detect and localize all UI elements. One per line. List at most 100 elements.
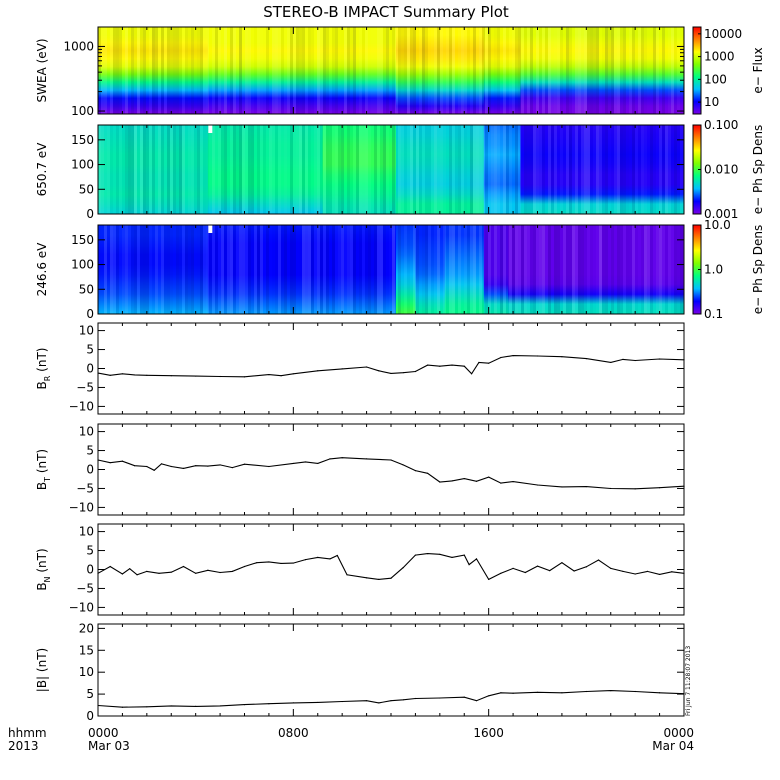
spectrogram-texture xyxy=(101,27,104,114)
y-tick-label: 10 xyxy=(79,425,94,439)
data-point xyxy=(346,574,348,576)
spectrogram-texture xyxy=(449,27,452,114)
spectrogram-texture xyxy=(593,125,596,214)
spectrogram-texture xyxy=(362,27,365,114)
y-tick-label: 50 xyxy=(79,282,94,296)
spectrogram-texture xyxy=(296,125,299,214)
spectrogram-texture xyxy=(353,125,356,214)
spectrogram-texture xyxy=(392,125,395,214)
spectrogram-texture xyxy=(566,225,569,314)
data-point xyxy=(219,375,221,378)
data-point xyxy=(243,463,246,465)
spectrogram-texture xyxy=(170,27,173,114)
spectrogram-texture xyxy=(545,225,548,314)
spectrogram-texture xyxy=(125,225,128,314)
data-point xyxy=(488,578,490,580)
plot-title: STEREO-B IMPACT Summary Plot xyxy=(263,3,509,21)
spectrogram-texture xyxy=(167,125,170,214)
data-point xyxy=(646,570,648,572)
spectrogram-texture xyxy=(242,27,245,114)
spectrogram-texture xyxy=(599,27,602,114)
y-tick-label: 10 xyxy=(79,324,94,338)
spectrogram-texture xyxy=(551,225,554,314)
spectrogram-texture xyxy=(200,27,203,114)
data-point xyxy=(439,553,441,555)
spectrogram-segment xyxy=(98,225,209,314)
data-point xyxy=(610,361,612,364)
data-point xyxy=(671,571,673,573)
data-point xyxy=(256,562,258,564)
data-point xyxy=(134,374,136,376)
spectrogram-texture xyxy=(404,27,407,114)
spectrogram-texture xyxy=(440,27,443,114)
spectrogram-texture xyxy=(527,225,530,314)
spectrogram-texture xyxy=(443,27,446,114)
data-point xyxy=(109,462,111,464)
data-point xyxy=(170,571,172,573)
colorbar-tick-label: 1.0 xyxy=(704,263,723,277)
spectrogram-texture xyxy=(167,27,170,114)
data-point xyxy=(427,364,429,366)
spectrogram-texture xyxy=(623,125,626,214)
spectrogram-texture xyxy=(629,27,632,114)
spectrogram-texture xyxy=(680,125,683,214)
spectrogram-texture xyxy=(437,125,440,214)
spectrogram-texture xyxy=(527,27,530,114)
data-point xyxy=(268,373,270,376)
spectrogram-texture xyxy=(302,225,305,314)
spectrogram-texture xyxy=(638,125,641,214)
spectrogram-texture xyxy=(620,125,623,214)
spectrogram-texture xyxy=(419,27,422,114)
spectrogram-texture xyxy=(197,27,200,114)
panel-frame xyxy=(97,423,685,516)
spectrogram-texture xyxy=(320,225,323,314)
colorbar-tick-label: 100 xyxy=(704,72,727,86)
spectrogram-texture xyxy=(230,27,233,114)
spectrogram-texture xyxy=(362,125,365,214)
spectrogram-texture xyxy=(584,225,587,314)
spectrogram-texture xyxy=(296,27,299,114)
data-point xyxy=(182,565,185,568)
spectrogram-texture xyxy=(674,125,677,214)
data-point xyxy=(524,571,526,574)
spectrogram-texture xyxy=(542,27,545,114)
data-point xyxy=(341,700,343,703)
spectrogram-texture xyxy=(278,125,281,214)
spectrogram-texture xyxy=(482,225,485,314)
spectrogram-texture xyxy=(659,125,662,214)
spectrogram-texture xyxy=(467,27,470,114)
spectrogram-texture xyxy=(164,125,167,214)
data-point xyxy=(219,705,221,707)
spectrogram-texture xyxy=(665,125,668,214)
spectrogram-texture xyxy=(473,125,476,214)
spectrogram-texture xyxy=(197,225,200,314)
spectrogram-texture xyxy=(125,125,128,214)
panel-3: 0.1 1.0 10.0 e− Ph Sp Dens 246.6 eV 0 50 100 150 xyxy=(35,218,765,321)
data-point xyxy=(158,572,160,574)
spectrogram-texture xyxy=(398,125,401,214)
spectrogram-texture xyxy=(284,27,287,114)
spectrogram-texture xyxy=(155,125,158,214)
spectrogram-texture xyxy=(419,125,422,214)
spectrogram-texture xyxy=(578,125,581,214)
spectrogram-texture xyxy=(98,27,101,114)
spectrogram-texture xyxy=(224,125,227,214)
spectrogram-texture xyxy=(515,27,518,114)
spectrogram-texture xyxy=(179,125,182,214)
spectrogram-texture xyxy=(581,125,584,214)
spectrogram-texture xyxy=(431,27,434,114)
spectrogram-texture xyxy=(230,125,233,214)
spectrogram-texture xyxy=(407,225,410,314)
spectrogram-texture xyxy=(347,125,350,214)
spectrogram-texture xyxy=(254,225,257,314)
data-point xyxy=(121,573,124,575)
data-point xyxy=(317,370,319,372)
spectrogram-texture xyxy=(671,125,674,214)
spectrogram-texture xyxy=(470,125,473,214)
spectrogram-texture xyxy=(128,27,131,114)
spectrogram-texture xyxy=(158,225,161,314)
spectrogram-segment xyxy=(395,225,416,314)
data-point xyxy=(451,364,453,366)
x-tick-label: 0000 xyxy=(663,726,694,740)
spectrogram-texture xyxy=(332,225,335,314)
